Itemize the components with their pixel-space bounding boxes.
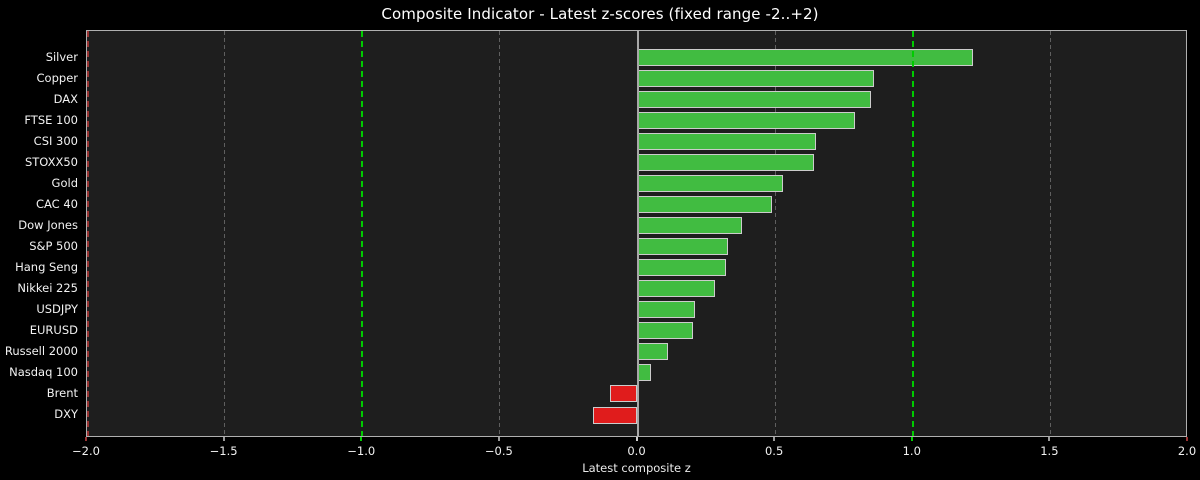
zero-line [636,31,639,436]
ytick-label-csi-300: CSI 300 [33,133,78,148]
bar-cac-40 [637,196,773,214]
ytick-label-ftse-100: FTSE 100 [24,112,78,127]
bar-ftse-100 [637,112,855,130]
xtick-mark-2 [1186,437,1188,441]
threshold-line-1 [911,31,914,436]
bar-brent [609,385,638,403]
ytick-label-nikkei-225: Nikkei 225 [17,280,78,295]
xtick-mark--1 [360,437,363,441]
ytick-label-silver: Silver [45,49,78,64]
bar-dax [637,91,872,109]
chart-title: Composite Indicator - Latest z-scores (f… [381,5,819,23]
xtick-mark-1.5 [1048,437,1051,441]
bar-s-p-500 [637,238,729,256]
y-axis-labels: Silver Copper DAX FTSE 100 CSI 300 STOXX50 Gol… [0,0,78,480]
ytick-label-gold: Gold [51,175,78,190]
ytick-label-dow-jones: Dow Jones [18,217,78,232]
xtick-mark-0.5 [773,437,776,441]
xtick-mark--2 [85,437,87,441]
xtick-mark--0.5 [497,437,500,441]
bar-gold [637,175,784,193]
ytick-label-russell-2000: Russell 2000 [4,343,78,358]
ytick-label-dxy: DXY [54,407,78,421]
xtick-label-0: 0.0 [627,444,646,458]
xtick-label--0.5: −0.5 [484,444,513,458]
xtick-label-1.5: 1.5 [1040,444,1059,458]
ytick-label-dax: DAX [53,91,78,106]
bar-csi-300 [637,133,817,151]
bar-eurusd [637,322,693,340]
xtick-label--1.5: −1.5 [209,444,238,458]
limit-line--2 [87,31,89,436]
bar-copper [637,70,875,88]
bar-hang-seng [637,259,726,277]
ytick-label-cac-40: CAC 40 [35,196,78,211]
ytick-label-hang-seng: Hang Seng [15,259,78,274]
bar-dxy [593,406,638,424]
ytick-label-s-p-500: S&P 500 [29,238,78,253]
threshold-line--1 [361,31,364,436]
xtick-label-0.5: 0.5 [764,444,784,458]
bar-stoxx50 [637,154,814,172]
bar-usdjpy [637,301,696,319]
xtick-mark-1 [910,437,913,441]
bar-silver [637,49,974,66]
xtick-label-1: 1.0 [902,444,921,458]
bar-russell-2000 [637,343,668,361]
xtick-label--1: −1.0 [347,444,376,458]
ytick-label-stoxx50: STOXX50 [24,154,78,169]
ytick-label-copper: Copper [36,70,78,85]
ytick-label-brent: Brent [46,385,78,400]
gridline-0.5 [774,31,776,436]
bar-dow-jones [637,217,743,235]
xtick-mark--1.5 [222,437,225,441]
limit-line-2 [1186,31,1187,436]
gridline--1.5 [224,31,226,436]
ytick-label-nasdaq-100: Nasdaq 100 [9,364,78,379]
xtick-label--2: −2.0 [72,444,100,458]
gridline-1.5 [1049,31,1051,436]
xtick-label-2: 2.0 [1177,444,1197,458]
plot-area [86,30,1187,437]
bar-nikkei-225 [637,280,715,298]
xtick-mark-0 [635,437,638,441]
x-axis-label: Latest composite z [582,461,691,475]
ytick-label-usdjpy: USDJPY [36,301,78,316]
gridline--0.5 [499,31,501,436]
bar-nasdaq-100 [637,364,652,382]
ytick-label-eurusd: EURUSD [29,322,78,337]
